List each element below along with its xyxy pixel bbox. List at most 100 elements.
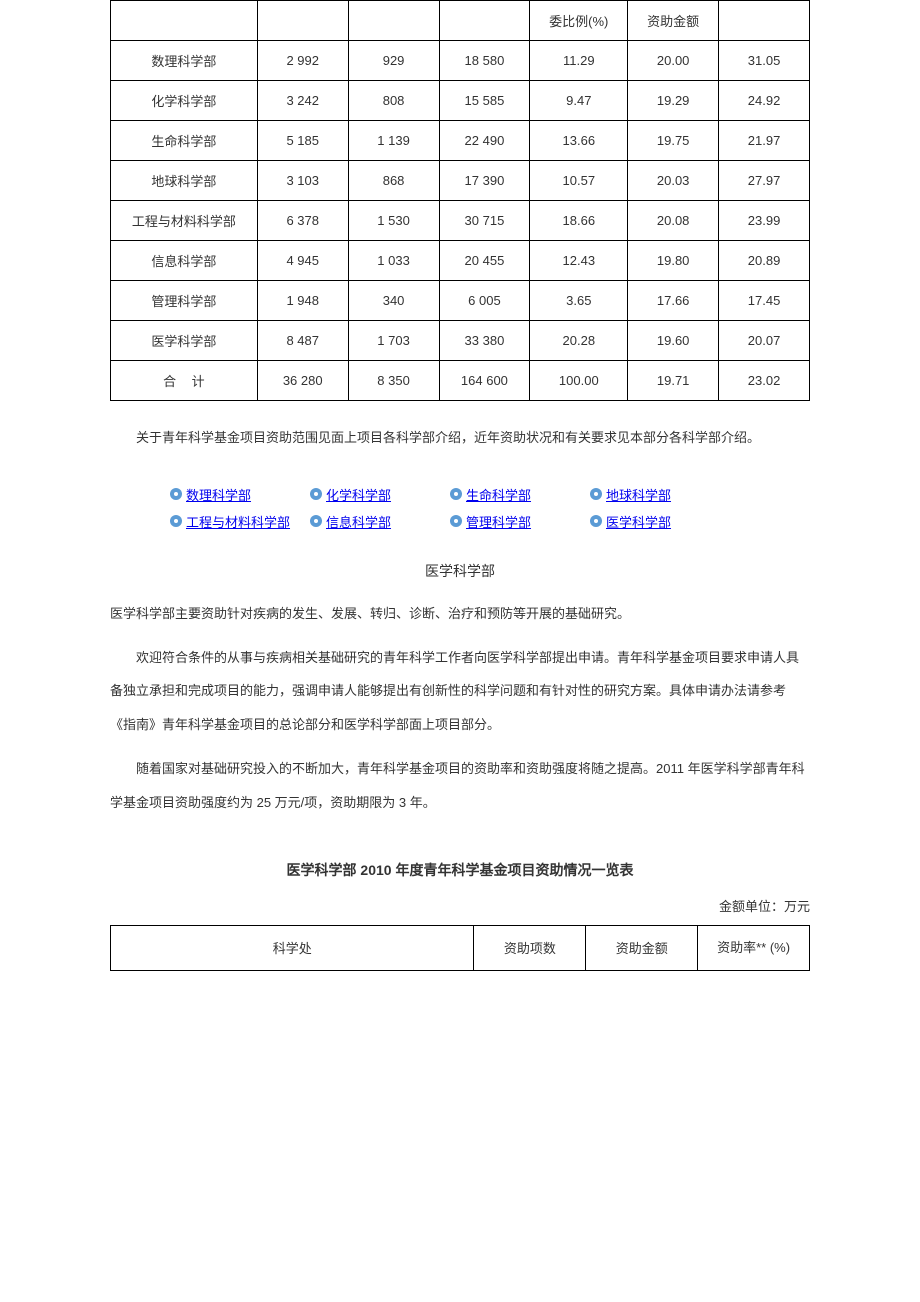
value-cell: 23.99 (719, 201, 810, 241)
value-cell: 20.08 (628, 201, 719, 241)
dept-link-label: 信息科学部 (326, 512, 391, 531)
dept-cell: 化学科学部 (111, 81, 258, 121)
value-cell: 15 585 (439, 81, 530, 121)
value-cell: 2 992 (257, 41, 348, 81)
dept-link-life[interactable]: 生命科学部 (450, 485, 590, 504)
table-header-row: 委比例(%) 资助金额 (111, 1, 810, 41)
value-cell: 5 185 (257, 121, 348, 161)
value-cell: 11.29 (530, 41, 628, 81)
header-cell: 委比例(%) (530, 1, 628, 41)
header-cell-count: 资助项数 (474, 925, 586, 971)
value-cell: 1 948 (257, 281, 348, 321)
header-cell: 资助金额 (628, 1, 719, 41)
bullet-icon (590, 515, 602, 527)
dept-cell: 工程与材料科学部 (111, 201, 258, 241)
dept-link-info[interactable]: 信息科学部 (310, 512, 450, 531)
dept-links-row-1: 数理科学部 化学科学部 生命科学部 地球科学部 (170, 485, 750, 504)
paragraph-med-3: 随着国家对基础研究投入的不断加大，青年科学基金项目的资助率和资助强度将随之提高。… (110, 752, 810, 820)
dept-link-label: 数理科学部 (186, 485, 251, 504)
value-cell: 20 455 (439, 241, 530, 281)
value-cell: 3 242 (257, 81, 348, 121)
dept-cell: 生命科学部 (111, 121, 258, 161)
value-cell: 24.92 (719, 81, 810, 121)
value-cell: 18 580 (439, 41, 530, 81)
value-cell: 21.97 (719, 121, 810, 161)
header-cell-rate: 资助率** (%) (698, 925, 810, 971)
value-cell: 340 (348, 281, 439, 321)
paragraph-med-1: 医学科学部主要资助针对疾病的发生、发展、转归、诊断、治疗和预防等开展的基础研究。 (110, 597, 810, 631)
value-cell: 36 280 (257, 361, 348, 401)
value-cell: 13.66 (530, 121, 628, 161)
value-cell: 20.00 (628, 41, 719, 81)
value-cell: 9.47 (530, 81, 628, 121)
value-cell: 20.03 (628, 161, 719, 201)
total-label-cell: 合计 (111, 361, 258, 401)
value-cell: 22 490 (439, 121, 530, 161)
table-row: 地球科学部 3 103 868 17 390 10.57 20.03 27.97 (111, 161, 810, 201)
value-cell: 19.75 (628, 121, 719, 161)
dept-cell: 地球科学部 (111, 161, 258, 201)
table-row: 数理科学部 2 992 929 18 580 11.29 20.00 31.05 (111, 41, 810, 81)
dept-link-label: 化学科学部 (326, 485, 391, 504)
value-cell: 30 715 (439, 201, 530, 241)
value-cell: 100.00 (530, 361, 628, 401)
value-cell: 868 (348, 161, 439, 201)
dept-link-label: 医学科学部 (606, 512, 671, 531)
value-cell: 20.28 (530, 321, 628, 361)
bullet-icon (450, 515, 462, 527)
paragraph-after-table1: 关于青年科学基金项目资助范围见面上项目各科学部介绍，近年资助状况和有关要求见本部… (110, 421, 810, 455)
header-cell-dept: 科学处 (111, 925, 474, 971)
value-cell: 18.66 (530, 201, 628, 241)
table-row: 化学科学部 3 242 808 15 585 9.47 19.29 24.92 (111, 81, 810, 121)
value-cell: 33 380 (439, 321, 530, 361)
empty-cell (439, 1, 530, 41)
dept-link-engmat[interactable]: 工程与材料科学部 (170, 512, 310, 531)
value-cell: 1 530 (348, 201, 439, 241)
header-cell-amount: 资助金额 (586, 925, 698, 971)
table-row: 管理科学部 1 948 340 6 005 3.65 17.66 17.45 (111, 281, 810, 321)
paragraph-med-2: 欢迎符合条件的从事与疾病相关基础研究的青年科学工作者向医学科学部提出申请。青年科… (110, 641, 810, 742)
empty-cell (111, 1, 258, 41)
table2-header-row: 科学处 资助项数 资助金额 资助率** (%) (111, 925, 810, 971)
table-row: 工程与材料科学部 6 378 1 530 30 715 18.66 20.08 … (111, 201, 810, 241)
value-cell: 12.43 (530, 241, 628, 281)
unit-note: 金额单位：万元 (110, 896, 810, 915)
table-row: 医学科学部 8 487 1 703 33 380 20.28 19.60 20.… (111, 321, 810, 361)
dept-link-chem[interactable]: 化学科学部 (310, 485, 450, 504)
section-title-medical: 医学科学部 (110, 561, 810, 581)
empty-cell (719, 1, 810, 41)
document-page: 委比例(%) 资助金额 数理科学部 2 992 929 18 580 11.29… (0, 0, 920, 1051)
medical-funding-table: 科学处 资助项数 资助金额 资助率** (%) (110, 925, 810, 972)
dept-cell: 信息科学部 (111, 241, 258, 281)
dept-cell: 数理科学部 (111, 41, 258, 81)
department-links: 数理科学部 化学科学部 生命科学部 地球科学部 工程与材料科学部 信息科学部 管… (170, 485, 750, 531)
value-cell: 19.71 (628, 361, 719, 401)
empty-cell (257, 1, 348, 41)
value-cell: 31.05 (719, 41, 810, 81)
value-cell: 19.80 (628, 241, 719, 281)
dept-link-label: 地球科学部 (606, 485, 671, 504)
value-cell: 8 350 (348, 361, 439, 401)
dept-link-label: 管理科学部 (466, 512, 531, 531)
value-cell: 929 (348, 41, 439, 81)
value-cell: 164 600 (439, 361, 530, 401)
value-cell: 23.02 (719, 361, 810, 401)
value-cell: 1 703 (348, 321, 439, 361)
value-cell: 1 139 (348, 121, 439, 161)
value-cell: 19.29 (628, 81, 719, 121)
empty-cell (348, 1, 439, 41)
value-cell: 17 390 (439, 161, 530, 201)
dept-link-mgmt[interactable]: 管理科学部 (450, 512, 590, 531)
value-cell: 6 378 (257, 201, 348, 241)
value-cell: 27.97 (719, 161, 810, 201)
value-cell: 8 487 (257, 321, 348, 361)
dept-cell: 医学科学部 (111, 321, 258, 361)
dept-link-mathphys[interactable]: 数理科学部 (170, 485, 310, 504)
dept-link-earth[interactable]: 地球科学部 (590, 485, 730, 504)
bullet-icon (450, 488, 462, 500)
dept-link-med[interactable]: 医学科学部 (590, 512, 730, 531)
dept-link-label: 工程与材料科学部 (186, 512, 290, 531)
bullet-icon (310, 515, 322, 527)
bullet-icon (590, 488, 602, 500)
table-row: 生命科学部 5 185 1 139 22 490 13.66 19.75 21.… (111, 121, 810, 161)
